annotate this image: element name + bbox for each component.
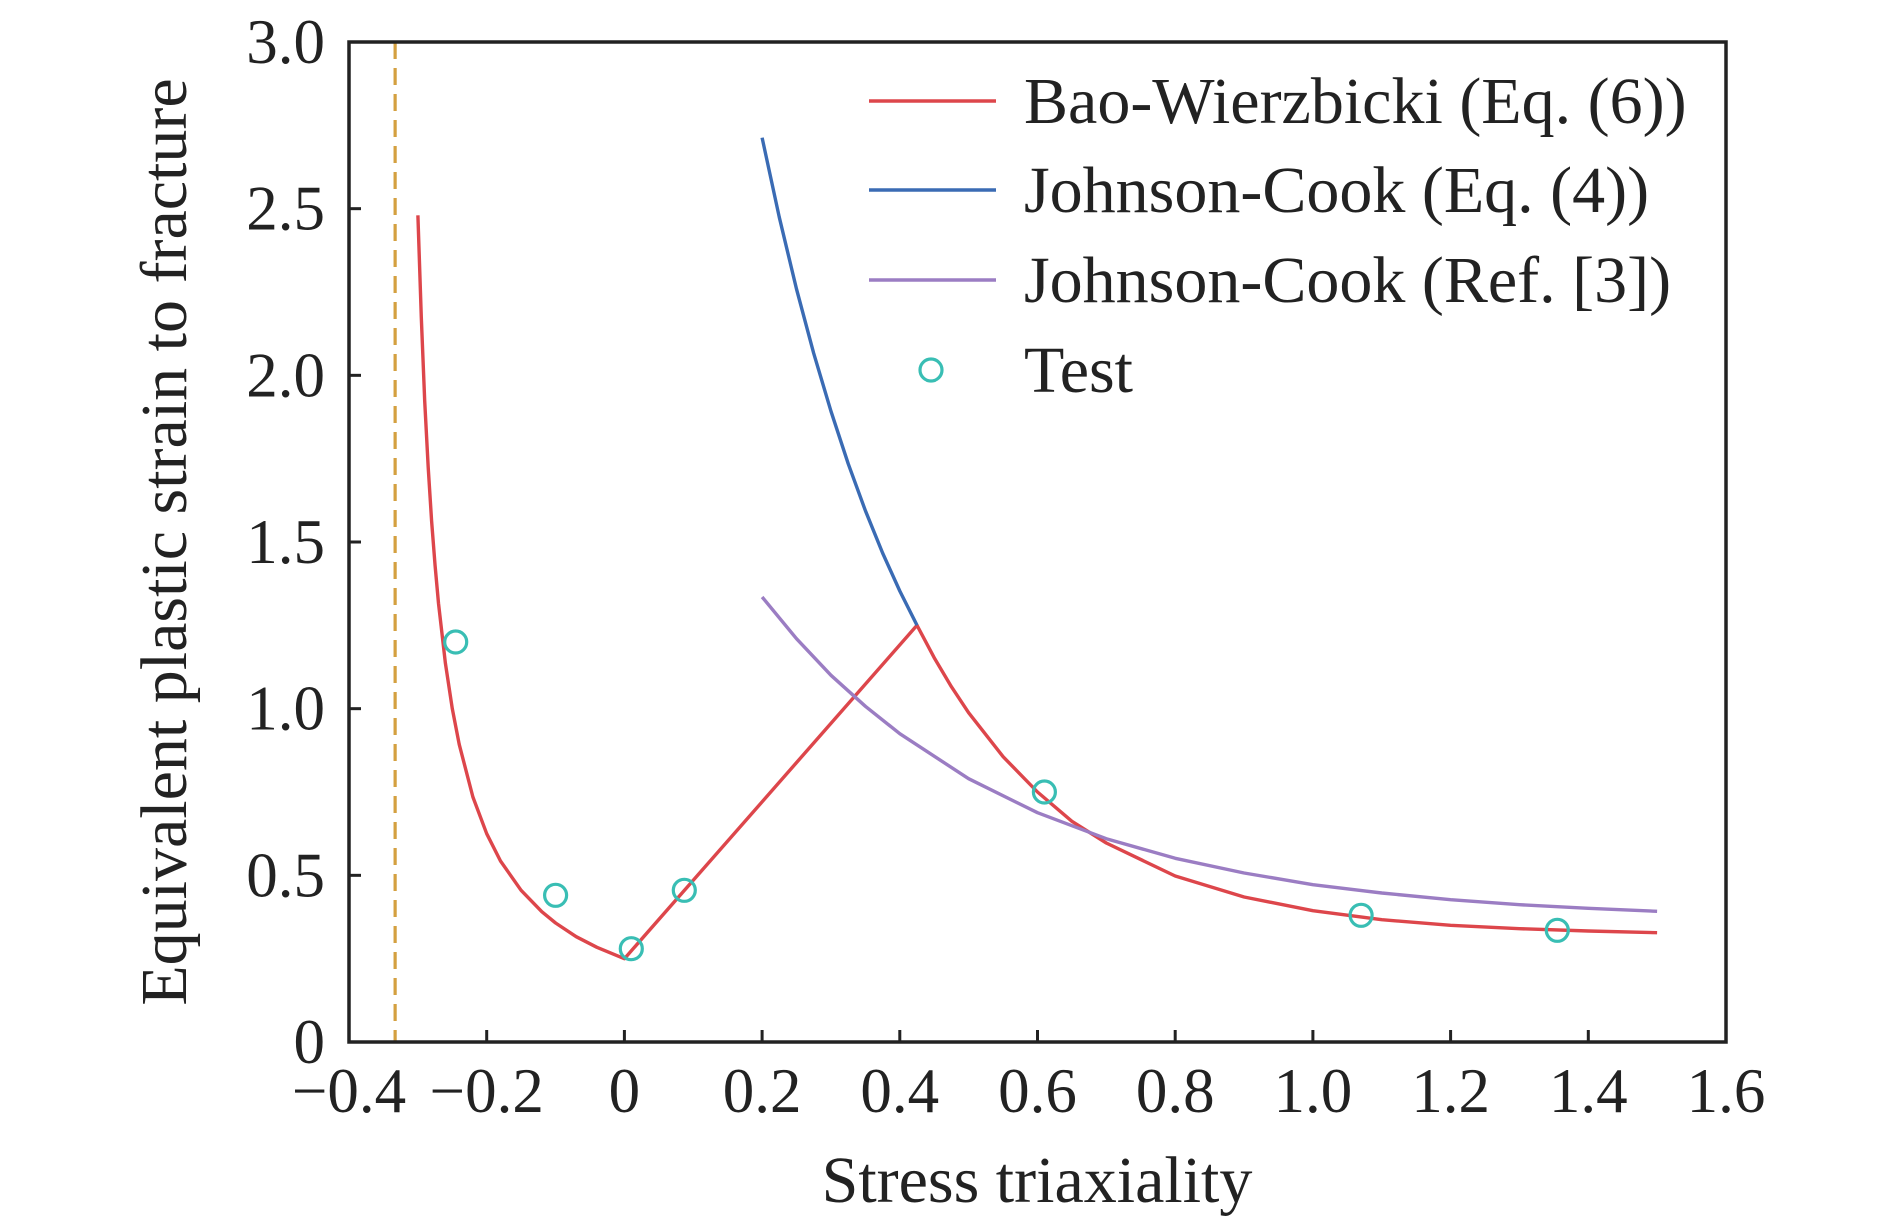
test-data-point [542,882,569,908]
y-tick-label: 0 [294,1007,326,1077]
x-tick-label: 1.2 [1411,1056,1490,1126]
x-tick-label: 1.0 [1274,1056,1353,1126]
x-tick-label: −0.2 [430,1056,544,1126]
test-data-point [443,629,469,655]
legend-swatch-marker [918,357,944,383]
x-tick-label: 0 [609,1056,641,1126]
legend-item-test: Test [918,334,1133,407]
test-data-point [1544,917,1570,943]
x-tick-label: 0.8 [1136,1056,1215,1126]
y-tick-label: 1.0 [246,674,325,744]
legend-label: Johnson-Cook (Eq. (4)) [1024,154,1649,227]
x-tick-label: 1.6 [1687,1056,1766,1126]
y-tick-label: 2.0 [246,340,325,410]
x-axis-label: Stress triaxiality [822,1144,1253,1217]
test-data-point [1348,902,1374,928]
y-axis-label: Equivalent plastic strain to fracture [128,78,201,1005]
legend: Bao-Wierzbicki (Eq. (6)) Johnson-Cook (E… [869,65,1687,407]
legend-label: Bao-Wierzbicki (Eq. (6)) [1024,65,1687,138]
x-tick-label: 0.4 [860,1056,939,1126]
legend-label: Test [1024,334,1133,407]
y-tick-label: 0.5 [246,840,325,910]
johnson-cook-eq4-curve [760,137,919,627]
johnson-cook-ref3-curve [760,595,1658,913]
y-tick-label: 1.5 [246,507,325,577]
bao-wierzbicki-curve [416,215,1658,961]
plot-frame [347,40,1728,1044]
test-data-point [1031,779,1058,805]
test-data-point [618,936,644,962]
legend-item-johnson-cook-eq4: Johnson-Cook (Eq. (4)) [869,154,1649,227]
y-tick-label: 3.0 [246,7,325,77]
axis-ticks: −0.4 −0.2 0 0.2 0.4 0.6 0.8 1.0 1.2 1.4 1.6 0 0.5 1.0… [246,7,1765,1126]
test-data-point [671,877,697,903]
legend-item-johnson-cook-ref3: Johnson-Cook (Ref. [3]) [869,244,1671,317]
y-tick-label: 2.5 [246,174,325,244]
x-tick-label: 0.6 [998,1056,1077,1126]
x-tick-label: −0.4 [292,1056,406,1126]
legend-item-bao-wierzbicki: Bao-Wierzbicki (Eq. (6)) [869,65,1687,138]
x-tick-label: 1.4 [1549,1056,1628,1126]
plot-marks [393,42,1658,1042]
legend-label: Johnson-Cook (Ref. [3]) [1024,244,1671,317]
x-tick-label: 0.2 [723,1056,802,1126]
